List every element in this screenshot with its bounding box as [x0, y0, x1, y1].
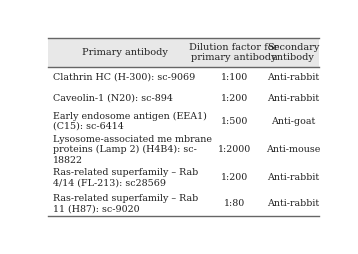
Text: Anti-rabbit: Anti-rabbit: [267, 173, 319, 182]
Bar: [48, 108, 319, 134]
Text: Secondary
antibody: Secondary antibody: [267, 43, 319, 62]
Text: 1:2000: 1:2000: [217, 145, 251, 154]
Text: Anti-rabbit: Anti-rabbit: [267, 199, 319, 208]
Bar: [48, 67, 319, 88]
Bar: [48, 38, 319, 67]
Text: Lysosome-associated me mbrane
proteins (Lamp 2) (H4B4): sc-
18822: Lysosome-associated me mbrane proteins (…: [53, 135, 212, 165]
Bar: [48, 191, 319, 216]
Bar: [48, 88, 319, 108]
Text: Dilution factor for
primary antibody: Dilution factor for primary antibody: [189, 43, 279, 62]
Text: Anti-goat: Anti-goat: [271, 117, 315, 126]
Text: Anti-rabbit: Anti-rabbit: [267, 73, 319, 82]
Text: Ras-related superfamily – Rab
11 (H87): sc-9020: Ras-related superfamily – Rab 11 (H87): …: [53, 194, 198, 213]
Text: 1:100: 1:100: [221, 73, 248, 82]
Text: Primary antibody: Primary antibody: [82, 48, 168, 57]
Text: Ras-related superfamily – Rab
4/14 (FL-213): sc28569: Ras-related superfamily – Rab 4/14 (FL-2…: [53, 168, 198, 188]
Text: Clathrin HC (H-300): sc-9069: Clathrin HC (H-300): sc-9069: [53, 73, 195, 82]
Text: 1:500: 1:500: [221, 117, 248, 126]
Bar: [48, 165, 319, 191]
Bar: [48, 134, 319, 165]
Text: Anti-mouse: Anti-mouse: [266, 145, 320, 154]
Text: Early endosome antigen (EEA1)
(C15): sc-6414: Early endosome antigen (EEA1) (C15): sc-…: [53, 112, 207, 131]
Text: Anti-rabbit: Anti-rabbit: [267, 93, 319, 103]
Text: Caveolin-1 (N20): sc-894: Caveolin-1 (N20): sc-894: [53, 93, 173, 103]
Text: 1:80: 1:80: [223, 199, 245, 208]
Text: 1:200: 1:200: [221, 93, 248, 103]
Text: 1:200: 1:200: [221, 173, 248, 182]
